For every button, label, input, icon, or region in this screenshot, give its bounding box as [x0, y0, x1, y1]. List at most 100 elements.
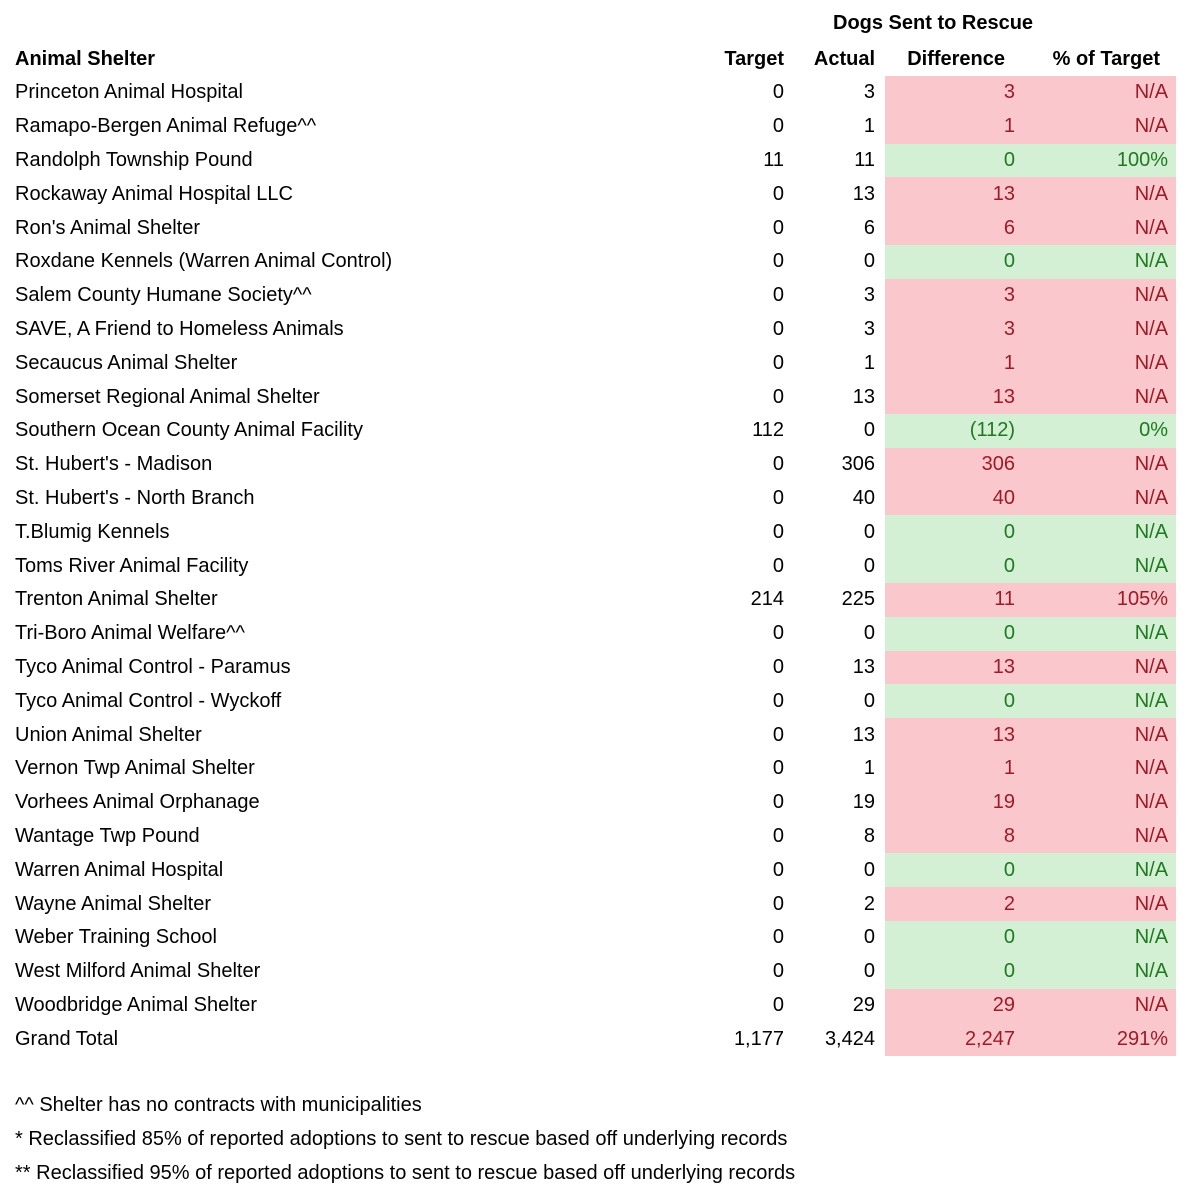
- shelter-name-cell: Tyco Animal Control - Wyckoff: [15, 689, 282, 712]
- table-row: T.Blumig Kennels 0 0 0 N/A: [15, 515, 1177, 550]
- table-row: Ron's Animal Shelter 0 6 6 N/A: [15, 211, 1177, 245]
- difference-cell: 0: [875, 920, 1025, 955]
- shelter-name-cell: St. Hubert's - Madison: [15, 453, 213, 476]
- actual-cell: 225: [841, 588, 875, 611]
- pct-of-target-cell: N/A: [1025, 954, 1177, 989]
- shelter-table: Dogs Sent to Rescue Animal Shelter Targe…: [15, 4, 1177, 1057]
- actual-cell: 13: [852, 655, 875, 678]
- target-cell: 0: [772, 824, 784, 847]
- table-row: St. Hubert's - Madison 0 306 306 N/A: [15, 447, 1177, 482]
- difference-cell: 13: [875, 380, 1025, 414]
- actual-cell: 1: [863, 115, 875, 138]
- actual-cell: 0: [863, 960, 875, 983]
- pct-of-target-cell: N/A: [1025, 785, 1177, 820]
- shelter-name-cell: Southern Ocean County Animal Facility: [15, 419, 363, 442]
- shelter-name-cell: Tri-Boro Animal Welfare^^: [15, 622, 245, 645]
- shelter-name-cell: Somerset Regional Animal Shelter: [15, 385, 320, 408]
- column-header-row: Animal Shelter Target Actual Difference …: [15, 42, 1176, 76]
- difference-cell: 0: [875, 244, 1025, 279]
- table-row: Tyco Animal Control - Wyckoff 0 0 0 N/A: [15, 684, 1177, 719]
- difference-cell: 29: [875, 988, 1025, 1023]
- pct-of-target-cell: 105%: [1025, 582, 1177, 617]
- pct-of-target-cell: N/A: [1025, 177, 1177, 212]
- target-cell: 0: [772, 351, 784, 374]
- pct-of-target-cell: N/A: [1025, 988, 1177, 1023]
- pct-of-target-cell: N/A: [1025, 278, 1177, 313]
- col-header-animal-shelter: Animal Shelter: [15, 47, 156, 70]
- target-cell: 1,177: [733, 1027, 784, 1050]
- group-header-row: Dogs Sent to Rescue: [15, 4, 1176, 42]
- pct-of-target-cell: N/A: [1025, 650, 1177, 685]
- shelter-name-cell: Wayne Animal Shelter: [15, 892, 212, 915]
- difference-cell: 6: [875, 211, 1025, 245]
- table-row: Southern Ocean County Animal Facility 112…: [15, 413, 1177, 448]
- actual-cell: 0: [863, 858, 875, 881]
- pct-of-target-cell: N/A: [1025, 718, 1177, 752]
- difference-cell: 1: [875, 109, 1025, 144]
- target-cell: 0: [772, 250, 784, 273]
- target-cell: 0: [772, 757, 784, 780]
- target-cell: 0: [772, 892, 784, 915]
- difference-cell: 0: [875, 515, 1025, 550]
- actual-cell: 3: [863, 284, 875, 307]
- table-row: Weber Training School 0 0 0 N/A: [15, 920, 1177, 955]
- target-cell: 0: [772, 520, 784, 543]
- pct-of-target-cell: N/A: [1025, 312, 1177, 347]
- target-cell: 112: [752, 419, 784, 442]
- shelter-name-cell: Randolph Township Pound: [15, 148, 253, 171]
- actual-cell: 0: [863, 926, 875, 949]
- table-row: Warren Animal Hospital 0 0 0 N/A: [15, 853, 1177, 888]
- target-cell: 0: [772, 81, 784, 104]
- difference-cell: 0: [875, 954, 1025, 989]
- table-row: Roxdane Kennels (Warren Animal Control) 0…: [15, 244, 1177, 279]
- shelter-name-cell: Vorhees Animal Orphanage: [15, 791, 260, 814]
- actual-cell: 0: [863, 689, 875, 712]
- table-row: West Milford Animal Shelter 0 0 0 N/A: [15, 954, 1177, 989]
- target-cell: 0: [772, 486, 784, 509]
- table-row: Vernon Twp Animal Shelter 0 1 1 N/A: [15, 751, 1177, 786]
- actual-cell: 40: [852, 486, 875, 509]
- target-cell: 0: [772, 182, 784, 205]
- pct-of-target-cell: N/A: [1025, 346, 1177, 381]
- shelter-name-cell: Woodbridge Animal Shelter: [15, 993, 257, 1016]
- table-row: Tri-Boro Animal Welfare^^ 0 0 0 N/A: [15, 616, 1177, 651]
- actual-cell: 2: [863, 892, 875, 915]
- actual-cell: 13: [852, 182, 875, 205]
- actual-cell: 0: [863, 622, 875, 645]
- difference-cell: 0: [875, 853, 1025, 888]
- difference-cell: 3: [875, 76, 1025, 110]
- actual-cell: 3,424: [824, 1027, 875, 1050]
- table-row: Salem County Humane Society^^ 0 3 3 N/A: [15, 278, 1177, 313]
- target-cell: 0: [772, 115, 784, 138]
- actual-cell: 306: [841, 453, 875, 476]
- col-header-pct-of-target: % of Target: [1052, 47, 1161, 70]
- pct-of-target-cell: N/A: [1025, 244, 1177, 279]
- pct-of-target-cell: N/A: [1025, 447, 1177, 482]
- pct-of-target-cell: N/A: [1025, 684, 1177, 719]
- actual-cell: 13: [852, 723, 875, 746]
- table-row: Secaucus Animal Shelter 0 1 1 N/A: [15, 346, 1177, 381]
- footnote-reclassified-95: ** Reclassified 95% of reported adoption…: [15, 1162, 796, 1185]
- difference-cell: 13: [875, 718, 1025, 752]
- shelter-name-cell: Toms River Animal Facility: [15, 554, 249, 577]
- pct-of-target-cell: N/A: [1025, 211, 1177, 245]
- shelter-name-cell: SAVE, A Friend to Homeless Animals: [15, 317, 344, 340]
- difference-cell: 0: [875, 616, 1025, 651]
- actual-cell: 1: [863, 351, 875, 374]
- table-row: Princeton Animal Hospital 0 3 3 N/A: [15, 76, 1177, 110]
- pct-of-target-cell: 291%: [1025, 1022, 1177, 1057]
- pct-of-target-cell: N/A: [1025, 853, 1177, 888]
- pct-of-target-cell: N/A: [1025, 920, 1177, 955]
- difference-cell: 11: [875, 582, 1025, 617]
- shelter-name-cell: Tyco Animal Control - Paramus: [15, 655, 291, 678]
- shelter-name-cell: Union Animal Shelter: [15, 723, 202, 746]
- target-cell: 0: [772, 993, 784, 1016]
- table-row: Tyco Animal Control - Paramus 0 13 13 N/A: [15, 650, 1177, 685]
- target-cell: 0: [772, 791, 784, 814]
- actual-cell: 11: [854, 148, 875, 171]
- actual-cell: 8: [863, 824, 875, 847]
- table-row: St. Hubert's - North Branch 0 40 40 N/A: [15, 481, 1177, 516]
- shelter-name-cell: Grand Total: [15, 1027, 119, 1050]
- difference-cell: 40: [875, 481, 1025, 516]
- pct-of-target-cell: N/A: [1025, 887, 1177, 921]
